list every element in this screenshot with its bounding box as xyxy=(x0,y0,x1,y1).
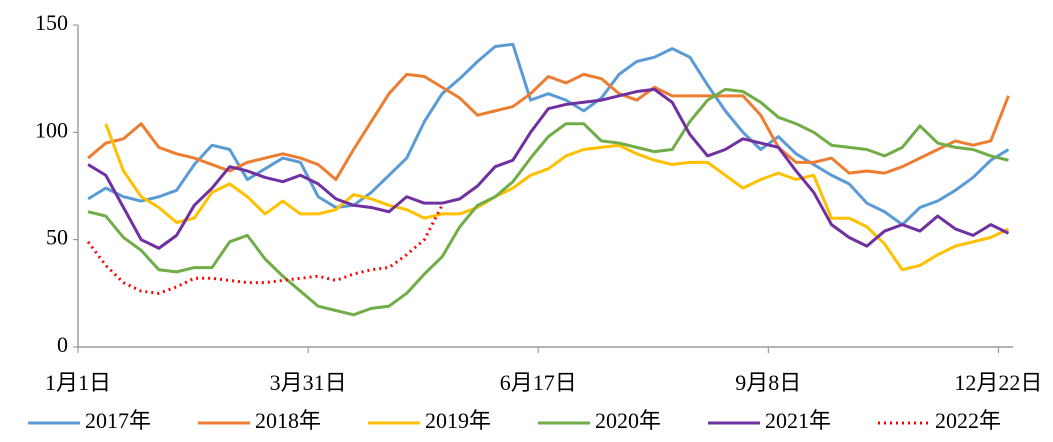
x-tick-label: 12月22日 xyxy=(954,370,1042,395)
x-tick-label: 9月8日 xyxy=(735,370,801,395)
series-line xyxy=(87,42,1010,227)
series-line xyxy=(86,204,444,295)
legend-label: 2017年 xyxy=(85,408,151,433)
series-line xyxy=(104,123,1010,272)
y-tick-label: 50 xyxy=(46,225,68,250)
y-tick-label: 150 xyxy=(35,10,68,35)
series-line xyxy=(87,87,1010,250)
legend-label: 2019年 xyxy=(425,408,491,433)
x-tick-label: 1月1日 xyxy=(45,370,111,395)
legend-label: 2020年 xyxy=(595,408,661,433)
series-line xyxy=(87,72,1010,182)
y-tick-label: 100 xyxy=(35,117,68,142)
x-tick-label: 6月17日 xyxy=(500,370,577,395)
series-line xyxy=(87,87,1009,317)
y-tick-label: 0 xyxy=(57,332,68,357)
legend-label: 2018年 xyxy=(255,408,321,433)
legend-label: 2021年 xyxy=(765,408,831,433)
x-tick-label: 3月31日 xyxy=(270,370,347,395)
legend-label: 2022年 xyxy=(935,408,1001,433)
